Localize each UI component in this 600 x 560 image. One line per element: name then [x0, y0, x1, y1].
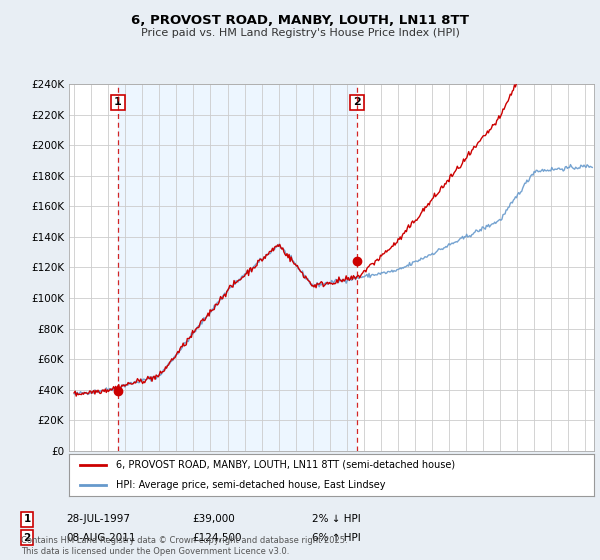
Text: 2: 2: [23, 533, 31, 543]
Text: Contains HM Land Registry data © Crown copyright and database right 2025.
This d: Contains HM Land Registry data © Crown c…: [21, 536, 347, 556]
Text: 6, PROVOST ROAD, MANBY, LOUTH, LN11 8TT: 6, PROVOST ROAD, MANBY, LOUTH, LN11 8TT: [131, 14, 469, 27]
Text: Price paid vs. HM Land Registry's House Price Index (HPI): Price paid vs. HM Land Registry's House …: [140, 28, 460, 38]
Text: 6, PROVOST ROAD, MANBY, LOUTH, LN11 8TT (semi-detached house): 6, PROVOST ROAD, MANBY, LOUTH, LN11 8TT …: [116, 460, 455, 470]
Text: 1: 1: [23, 514, 31, 524]
Text: £39,000: £39,000: [192, 514, 235, 524]
Text: 6% ↑ HPI: 6% ↑ HPI: [312, 533, 361, 543]
Text: HPI: Average price, semi-detached house, East Lindsey: HPI: Average price, semi-detached house,…: [116, 480, 386, 490]
Text: £124,500: £124,500: [192, 533, 241, 543]
Text: 08-AUG-2011: 08-AUG-2011: [66, 533, 136, 543]
Text: 28-JUL-1997: 28-JUL-1997: [66, 514, 130, 524]
Text: 2% ↓ HPI: 2% ↓ HPI: [312, 514, 361, 524]
Bar: [118, 84, 357, 451]
Text: 2: 2: [353, 97, 361, 108]
Text: 1: 1: [114, 97, 122, 108]
